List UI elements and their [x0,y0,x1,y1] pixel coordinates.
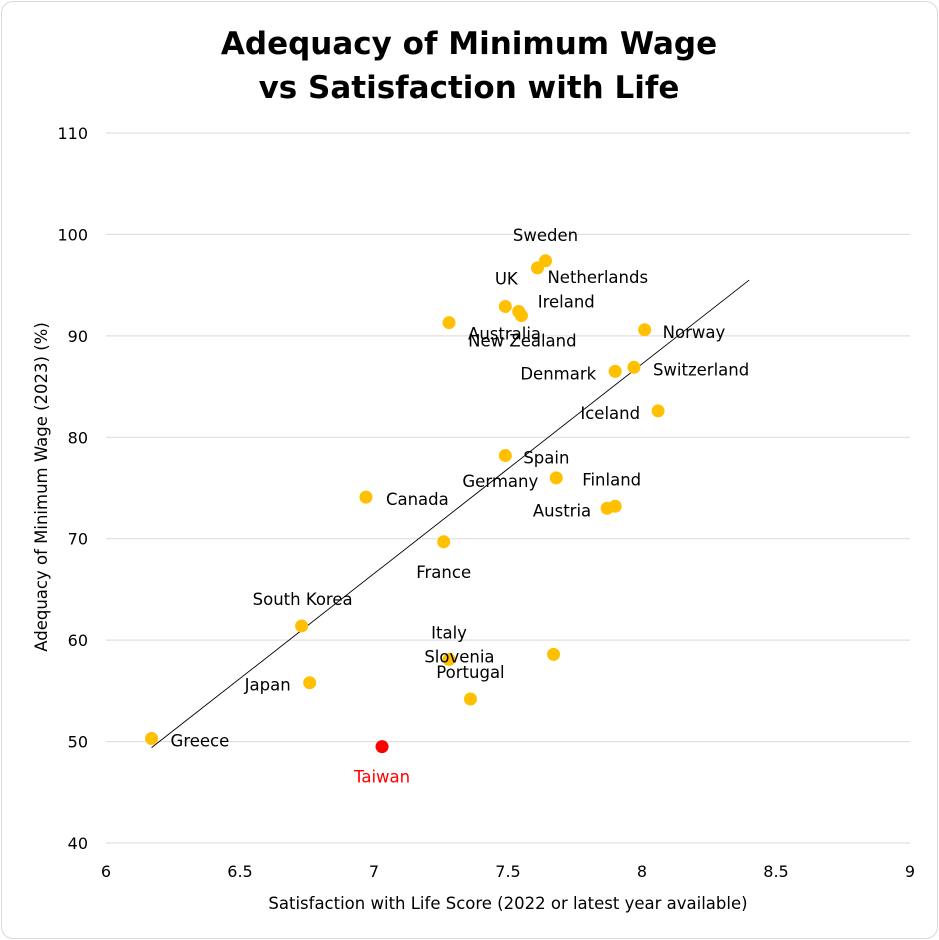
x-tick-label: 8.5 [763,862,788,881]
data-point [608,364,622,378]
chart-title-line-1: Adequacy of Minimum Wage [221,26,717,62]
point-label: Switzerland [653,360,749,379]
data-point [145,732,159,746]
x-tick-label: 6.5 [227,862,252,881]
y-tick-label: 80 [68,428,88,447]
y-tick-label: 110 [57,124,88,143]
data-point [437,535,451,549]
y-tick-label: 90 [68,327,88,346]
data-point [498,299,512,313]
y-tick-label: 40 [68,834,88,853]
point-label: Iceland [580,404,640,423]
chart-title-line-2: vs Satisfaction with Life [259,70,680,106]
point-label: Denmark [520,364,596,383]
point-label: Sweden [513,226,578,245]
y-tick-label: 70 [68,530,88,549]
point-label: Taiwan [353,768,410,787]
x-tick-label: 9 [905,862,915,881]
point-label: UK [495,269,519,288]
point-label: Netherlands [547,268,648,287]
point-label: Portugal [436,663,504,682]
y-tick-label: 50 [68,733,88,752]
data-point [600,501,614,515]
point-label: Italy [431,623,467,642]
data-point [651,404,665,418]
data-point [638,323,652,337]
y-axis-title: Adequacy of Minimum Wage (2023) (%) [32,322,51,652]
data-point [514,309,528,323]
point-label: Japan [244,676,291,695]
data-point [530,261,544,275]
point-label: Slovenia [424,647,494,666]
x-axis-title: Satisfaction with Life Score (2022 or la… [268,894,747,913]
data-point [547,647,561,661]
y-tick-label: 60 [68,631,88,650]
x-axis-ticks: 6 6.5 7 7.5 8 8.5 9 [101,862,915,881]
point-label: Austria [533,501,591,520]
point-label: Germany [462,472,538,491]
gridlines [106,132,910,844]
point-label: Australia [468,325,541,344]
x-tick-label: 6 [101,862,111,881]
point-label: Ireland [538,293,595,312]
trendline [151,279,750,749]
data-point [442,316,456,330]
point-label: Norway [663,323,726,342]
point-label: New Zealand [468,332,576,351]
point-label: South Korea [253,590,353,609]
data-point [375,740,389,754]
data-point [295,619,309,633]
data-point [627,360,641,374]
x-tick-label: 7.5 [495,862,520,881]
data-point [498,449,512,463]
point-label: Greece [171,732,230,751]
data-point [359,490,373,504]
point-label: France [416,563,471,582]
point-label: Finland [582,470,641,489]
data-point [463,692,477,706]
x-tick-label: 8 [637,862,647,881]
point-label: Spain [523,449,569,468]
point-label: Canada [386,490,449,509]
data-point [549,471,563,485]
x-tick-label: 7 [369,862,379,881]
data-points [145,254,665,754]
y-axis-ticks: 40 50 60 70 80 90 100 110 [57,124,88,853]
data-point [442,652,456,666]
y-tick-label: 100 [57,225,88,244]
data-point [303,676,317,690]
